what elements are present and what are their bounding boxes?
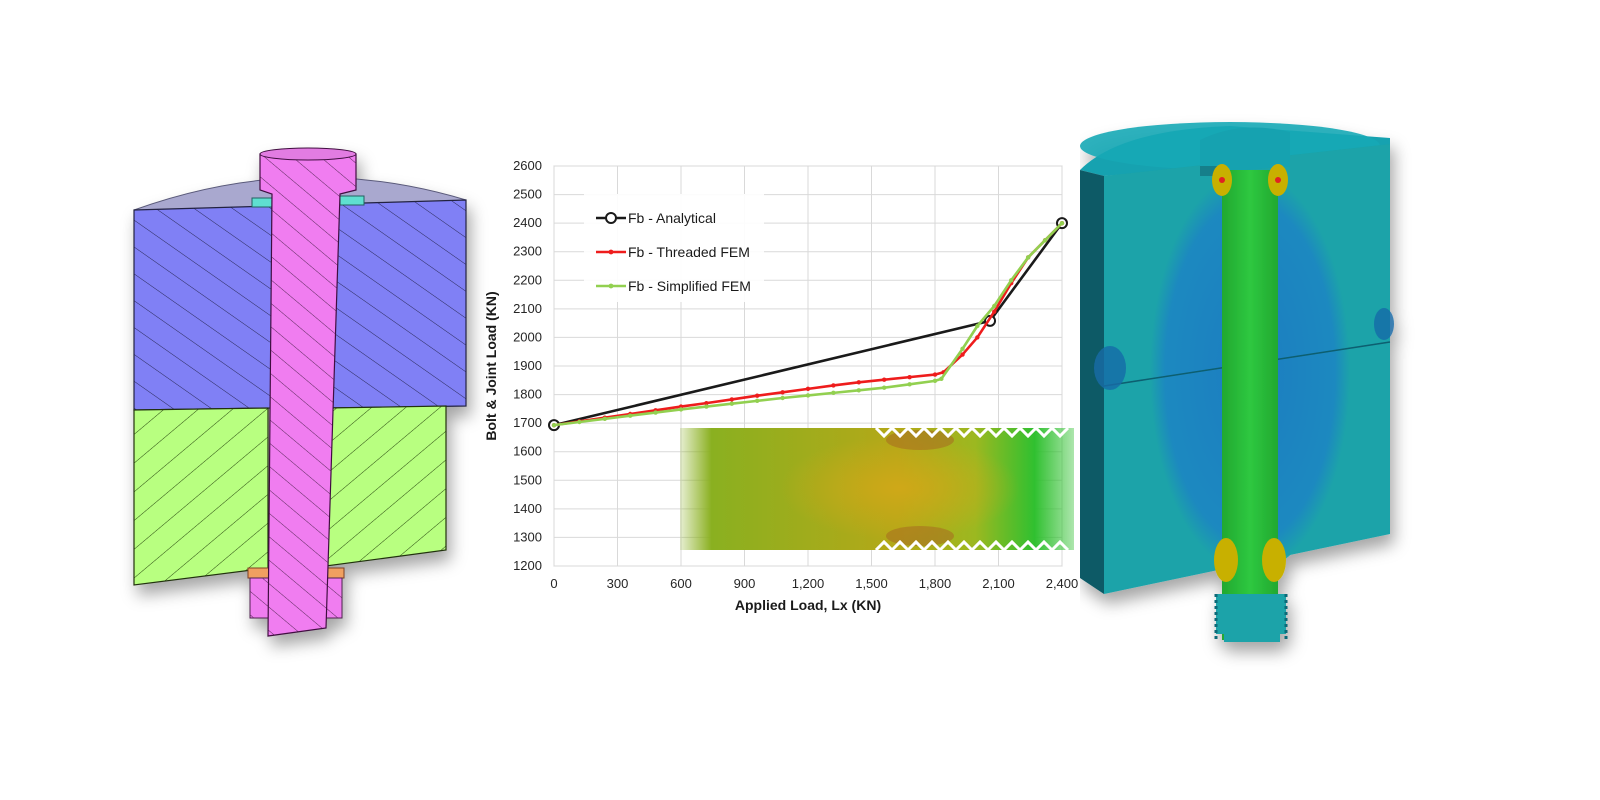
chart-axes: 1200 1300 1400 1500 1600 1700 1800 1900 2000 2100… [513, 158, 1078, 591]
series-point-1 [960, 352, 965, 357]
stress-field-inset [680, 425, 1074, 553]
series-line-2 [553, 222, 1063, 427]
y-axis-title: Bolt & Joint Load (KN) [483, 291, 499, 440]
upper-plate [133, 199, 467, 411]
series-point-1 [975, 335, 980, 340]
x-tick-label: 2,400 [1046, 576, 1079, 591]
y-tick-label: 2400 [513, 215, 542, 230]
fem-contour-model [1080, 110, 1420, 670]
legend-label: Fb - Simplified FEM [628, 278, 751, 294]
series-point-2 [653, 410, 658, 415]
x-tick-label: 600 [670, 576, 692, 591]
y-tick-label: 2200 [513, 272, 542, 287]
bolt-load-chart: 1200 1300 1400 1500 1600 1700 1800 1900 2000 2100… [480, 150, 1100, 630]
x-tick-label: 1,200 [792, 576, 825, 591]
series-point-2 [939, 376, 944, 382]
series-point-2 [678, 407, 684, 412]
fem-hotspot-bottom-right [1262, 538, 1286, 582]
series-point-2 [975, 323, 980, 329]
series-point-1 [831, 383, 836, 388]
cross-section-drawing [133, 147, 467, 637]
series-point-2 [628, 413, 633, 418]
series-point-2 [1059, 220, 1065, 226]
legend-marker [608, 283, 614, 289]
series-point-1 [780, 390, 785, 395]
legend-label: Fb - Threaded FEM [628, 244, 750, 260]
x-tick-label: 300 [607, 576, 629, 591]
legend-marker [605, 212, 617, 224]
y-tick-label: 1400 [513, 501, 542, 516]
series-point-2 [856, 388, 861, 393]
chart-legend: Fb - Analytical Fb - Threaded FEM Fb - Sim… [584, 194, 764, 302]
fem-hotspot-bottom-left [1214, 538, 1238, 582]
series-point-2 [932, 378, 938, 384]
series-line-1 [553, 222, 1063, 427]
y-tick-label: 2000 [513, 329, 542, 344]
y-tick-label: 1200 [513, 558, 542, 573]
x-tick-label: 2,100 [982, 576, 1015, 591]
series-point-2 [577, 419, 582, 425]
y-tick-label: 1900 [513, 358, 542, 373]
series-point-2 [729, 401, 734, 406]
series-point-2 [882, 385, 887, 390]
series-point-2 [602, 416, 607, 422]
lower-plate [133, 405, 447, 586]
series-point-1 [755, 393, 760, 398]
bolt [259, 147, 357, 637]
series-point-2 [907, 382, 912, 387]
series-point-2 [1009, 278, 1014, 283]
x-axis-title: Applied Load, Lx (KN) [735, 597, 881, 613]
series-point-1 [932, 372, 938, 377]
y-tick-label: 2600 [513, 158, 542, 173]
y-tick-label: 1300 [513, 529, 542, 544]
x-tick-label: 1,500 [855, 576, 888, 591]
y-tick-label: 2300 [513, 244, 542, 259]
x-tick-label: 0 [550, 576, 557, 591]
bolted-joint-cross-section [120, 130, 490, 670]
chart-series [548, 217, 1068, 432]
series-point-1 [992, 309, 997, 314]
series-point-1 [856, 380, 861, 385]
series-point-1 [729, 397, 734, 402]
fem-side-face [1080, 170, 1104, 594]
series-point-2 [704, 404, 709, 409]
y-tick-label: 1800 [513, 387, 542, 402]
series-point-2 [831, 390, 836, 396]
fem-bolt-head [1200, 127, 1290, 174]
series-point-2 [805, 393, 811, 398]
x-tick-label: 1,800 [919, 576, 952, 591]
series-point-1 [805, 386, 811, 392]
series-point-2 [1042, 238, 1048, 243]
fem-drawing [1080, 122, 1394, 642]
x-tick-label: 900 [734, 576, 756, 591]
fem-threaded-end [1216, 594, 1286, 634]
series-point-2 [960, 346, 965, 352]
y-tick-label: 1700 [513, 415, 542, 430]
legend-marker [608, 249, 614, 255]
y-tick-label: 2500 [513, 187, 542, 202]
series-point-1 [907, 374, 912, 380]
series-point-2 [992, 303, 997, 309]
legend-label: Fb - Analytical [628, 210, 716, 226]
y-tick-label: 2100 [513, 301, 542, 316]
legend-box [584, 194, 764, 302]
y-tick-label: 1600 [513, 444, 542, 459]
series-point-2 [551, 422, 557, 428]
series-point-1 [704, 400, 709, 406]
series-point-2 [780, 395, 785, 401]
chart-canvas: 1200 1300 1400 1500 1600 1700 1800 1900 2000 2100… [483, 158, 1078, 613]
series-point-2 [755, 398, 760, 404]
washer-right [339, 195, 365, 206]
y-tick-label: 1500 [513, 472, 542, 487]
series-point-2 [1025, 255, 1031, 260]
series-point-1 [882, 377, 887, 382]
